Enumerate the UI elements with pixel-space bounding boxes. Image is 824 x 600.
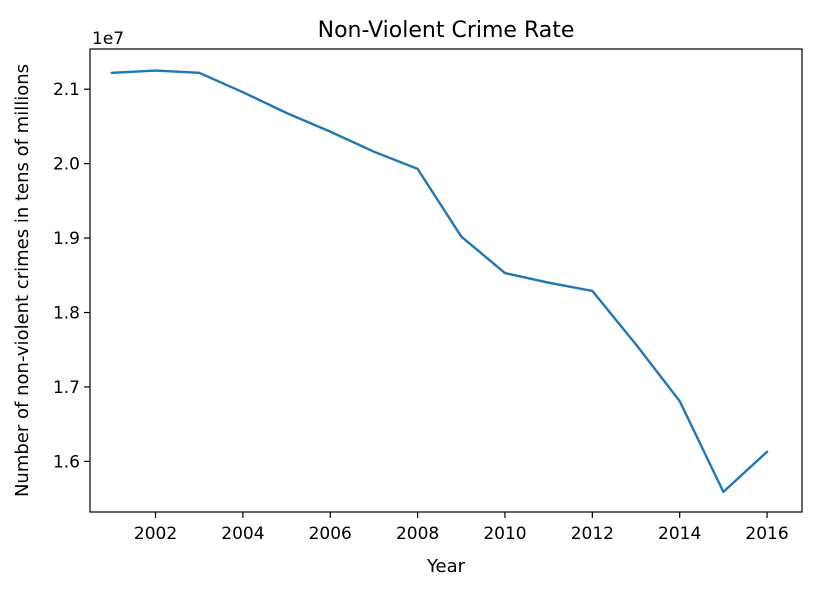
data-point bbox=[371, 149, 377, 155]
data-point bbox=[196, 70, 202, 76]
x-axis-label: Year bbox=[426, 556, 466, 577]
x-tick-label: 2002 bbox=[134, 524, 177, 544]
y-tick-label: 1.6 bbox=[53, 452, 80, 472]
x-tick-label: 2004 bbox=[221, 524, 264, 544]
y-tick-label: 1.9 bbox=[53, 229, 80, 249]
data-point bbox=[546, 280, 552, 286]
y-tick-label: 2.0 bbox=[53, 155, 80, 175]
plot-frame bbox=[89, 48, 803, 513]
data-point bbox=[764, 449, 770, 455]
data-point bbox=[240, 89, 246, 95]
series-line bbox=[110, 69, 769, 494]
y-tick-label: 1.8 bbox=[53, 304, 80, 324]
data-point bbox=[327, 129, 333, 135]
data-point bbox=[720, 489, 726, 495]
y-axis-label: Number of non-violent crimes in tens of … bbox=[12, 64, 33, 497]
y-offset-label: 1e7 bbox=[92, 29, 124, 49]
series-group bbox=[109, 68, 770, 495]
x-tick-label: 2010 bbox=[483, 524, 526, 544]
x-tick-label: 2016 bbox=[745, 524, 788, 544]
x-tick-label: 2014 bbox=[658, 524, 701, 544]
x-tick-label: 2008 bbox=[396, 524, 439, 544]
data-point bbox=[458, 234, 464, 240]
chart-title: Non-Violent Crime Rate bbox=[318, 18, 575, 43]
data-point bbox=[415, 166, 421, 172]
data-point bbox=[589, 288, 595, 294]
data-point bbox=[633, 342, 639, 348]
x-tick-label: 2012 bbox=[571, 524, 614, 544]
x-tick-label: 2006 bbox=[309, 524, 352, 544]
data-point bbox=[284, 110, 290, 116]
y-tick-label: 2.1 bbox=[53, 80, 80, 100]
plot-area: 2002 2004 2006 2008 2010 2012 2014 2016 1.61.71… bbox=[53, 48, 803, 544]
data-point bbox=[153, 68, 159, 74]
data-point bbox=[109, 70, 115, 76]
y-axis: 1.6 1.7 1.8 1.9 2.0 2.1 bbox=[53, 80, 90, 472]
x-axis: 2002 2004 2006 2008 2010 2012 2014 2016 bbox=[134, 512, 789, 544]
y-tick-label: 1.7 bbox=[53, 378, 80, 398]
data-point bbox=[502, 270, 508, 276]
data-point bbox=[677, 398, 683, 404]
